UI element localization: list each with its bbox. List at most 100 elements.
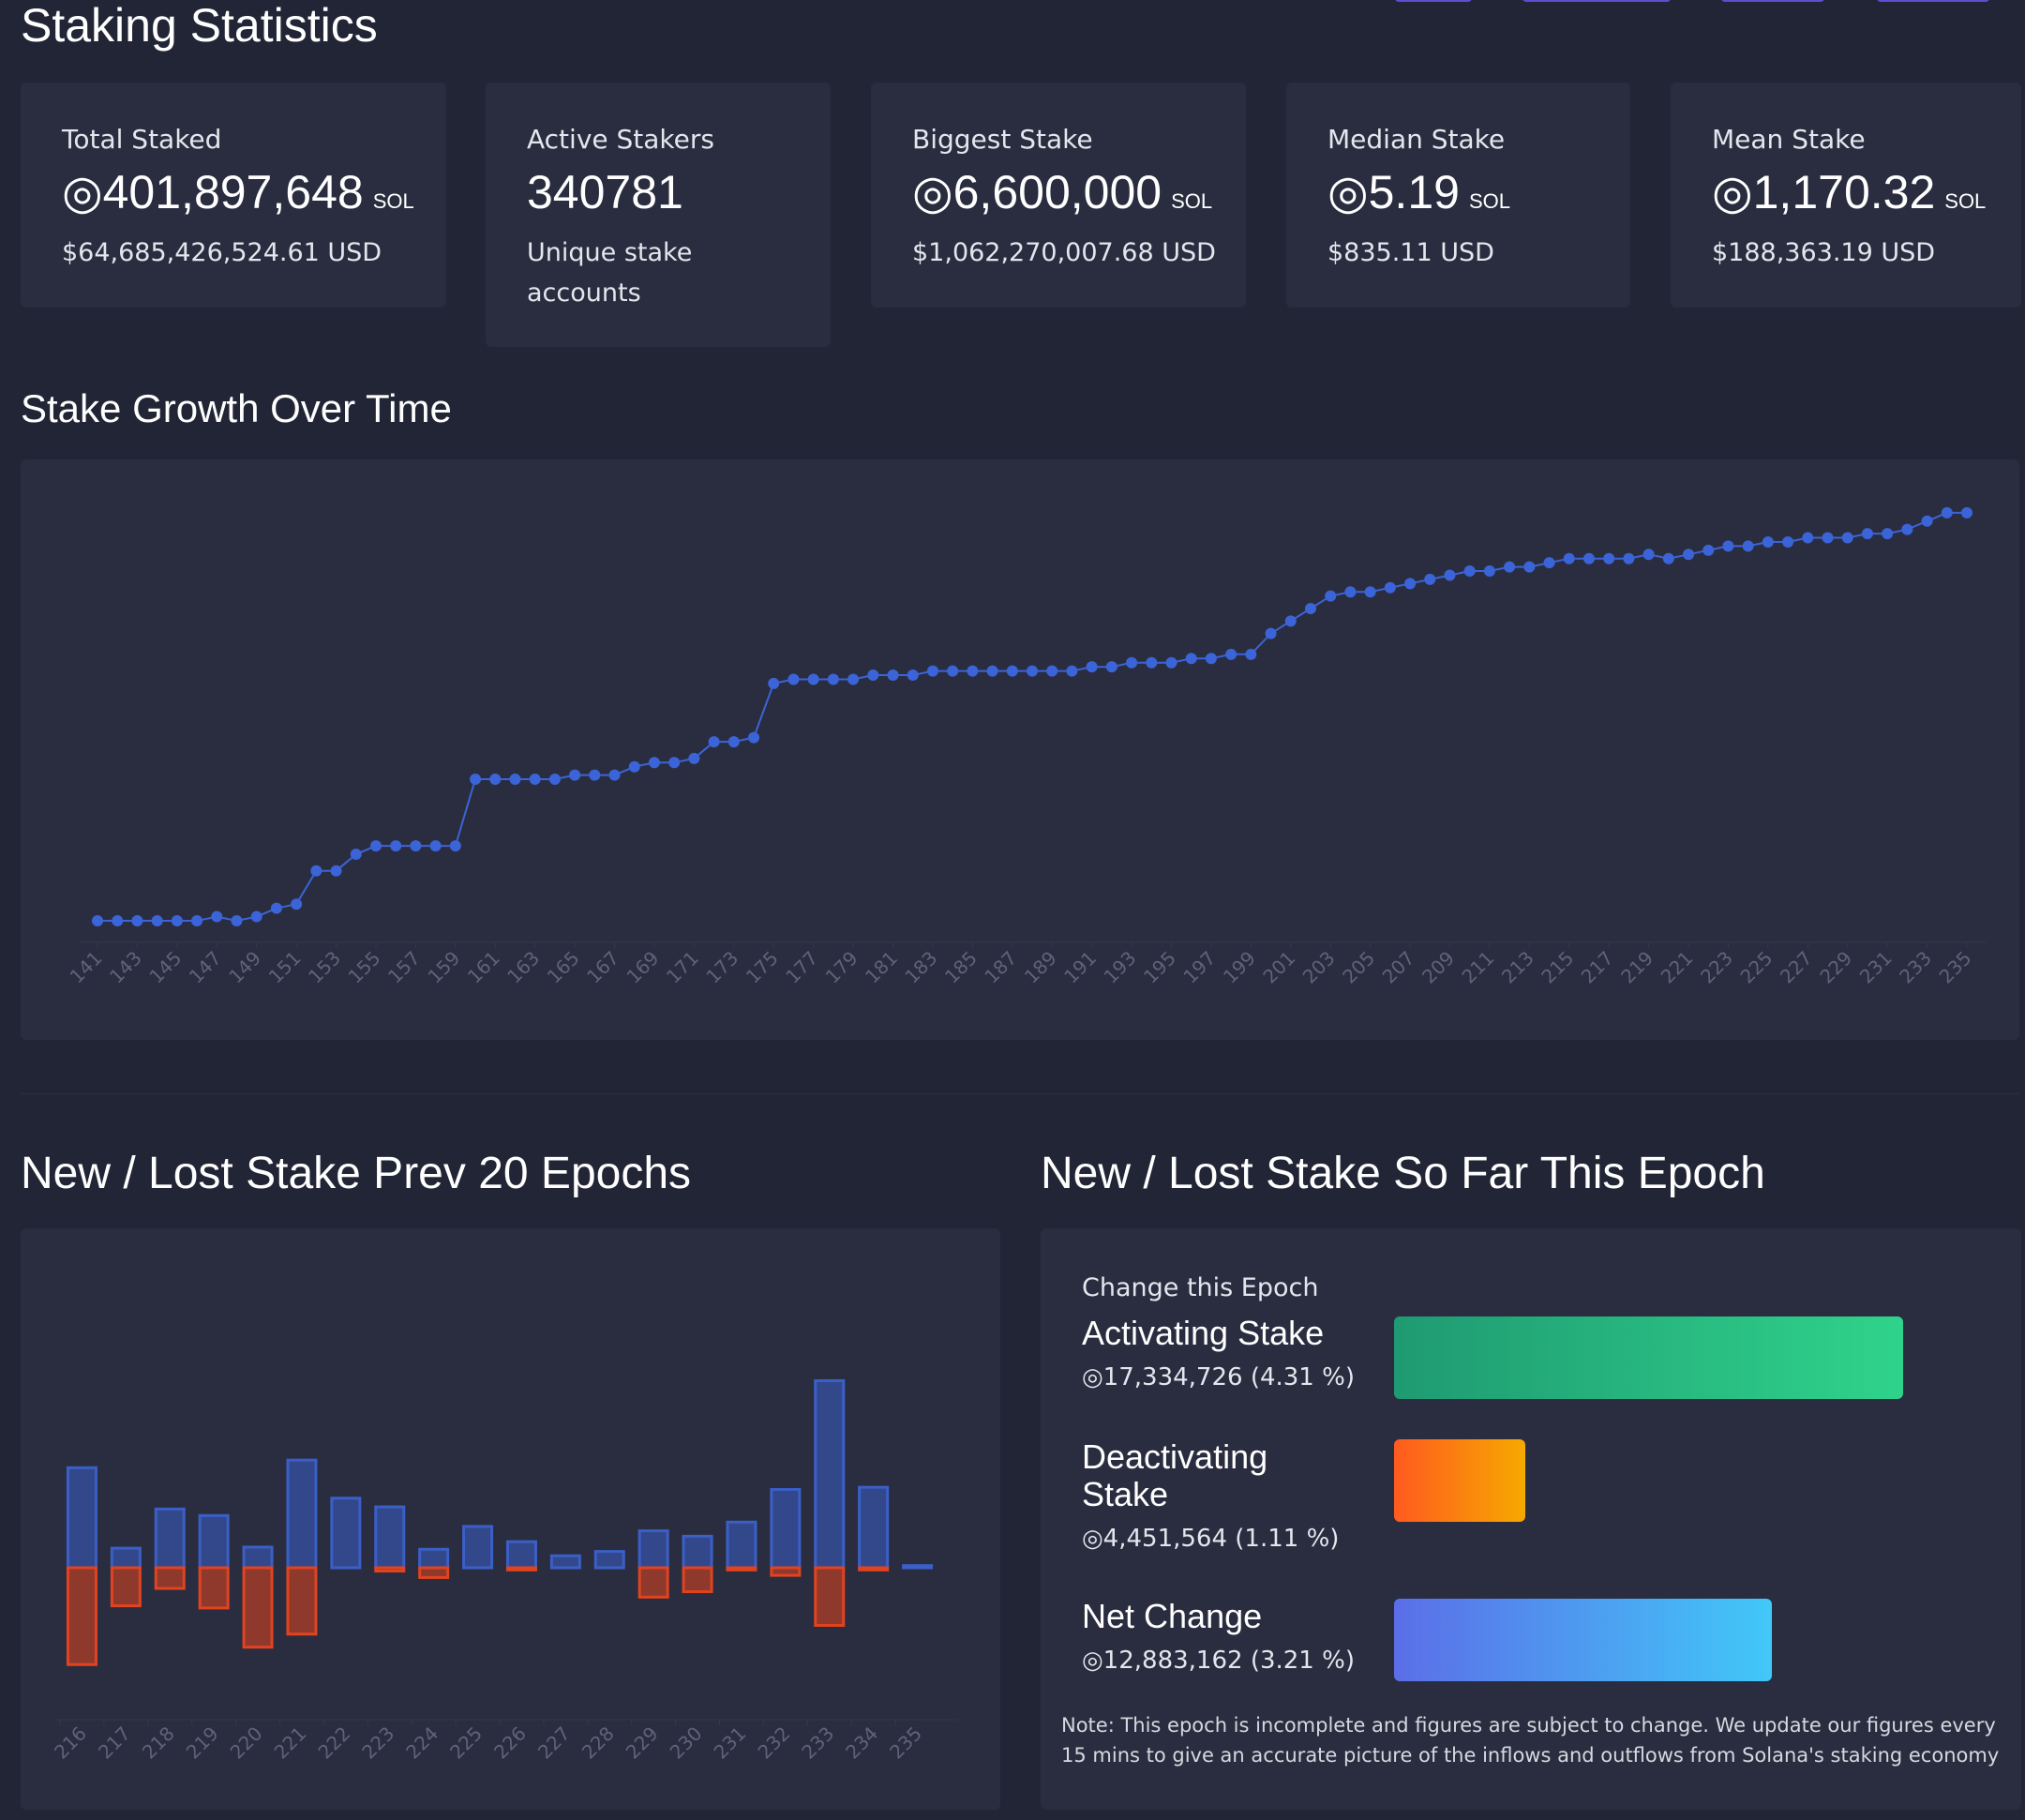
lost-stake-bar bbox=[110, 1566, 142, 1608]
x-tick-label: 141 bbox=[66, 947, 107, 988]
stat-card-biggest-stake: Biggest Stake ◎6,600,000 SOL $1,062,270,0… bbox=[871, 83, 1246, 308]
stat-label: Median Stake bbox=[1328, 124, 1506, 155]
new-stake-bar bbox=[198, 1513, 230, 1570]
data-point bbox=[1444, 569, 1456, 581]
x-tick-label: 219 bbox=[1616, 947, 1658, 988]
data-point bbox=[768, 677, 780, 689]
stat-label: Biggest Stake bbox=[912, 124, 1093, 155]
x-tick-label: 230 bbox=[666, 1722, 707, 1764]
data-point bbox=[1245, 648, 1257, 660]
new-stake-bar bbox=[858, 1485, 890, 1570]
x-tick-label: 147 bbox=[185, 947, 226, 988]
x-tick-label: 218 bbox=[138, 1722, 179, 1764]
net-change-value: ◎12,883,162 (3.21 %) bbox=[1082, 1647, 1355, 1675]
data-point bbox=[728, 736, 740, 748]
x-tick-label: 227 bbox=[533, 1722, 575, 1764]
lost-stake-bar bbox=[682, 1566, 713, 1594]
top-nav-tab-4[interactable] bbox=[1877, 0, 1989, 2]
x-tick-label: 161 bbox=[463, 947, 504, 988]
data-point bbox=[449, 840, 461, 852]
x-tick-label: 232 bbox=[753, 1722, 794, 1764]
new-stake-bar bbox=[814, 1378, 846, 1570]
data-point bbox=[1463, 565, 1476, 578]
lost-stake-bar bbox=[638, 1566, 669, 1599]
data-point bbox=[1742, 540, 1754, 552]
data-point bbox=[1582, 552, 1595, 564]
data-point bbox=[1424, 573, 1436, 585]
data-point bbox=[1265, 627, 1277, 639]
data-point bbox=[1861, 528, 1873, 540]
new-stake-bar bbox=[330, 1497, 362, 1570]
data-point bbox=[1046, 665, 1058, 677]
page-title: Staking Statistics bbox=[21, 0, 378, 52]
data-point bbox=[1027, 665, 1038, 677]
activating-bar bbox=[1394, 1316, 1903, 1399]
x-tick-label: 195 bbox=[1139, 947, 1180, 988]
data-point bbox=[1483, 565, 1495, 578]
data-point bbox=[310, 865, 322, 877]
x-tick-label: 191 bbox=[1059, 947, 1101, 988]
data-point bbox=[1066, 665, 1078, 677]
data-point bbox=[330, 865, 342, 877]
x-tick-label: 233 bbox=[1895, 947, 1936, 988]
lost-stake-bar bbox=[814, 1566, 846, 1627]
lost-stake-bar bbox=[242, 1566, 274, 1649]
x-tick-label: 231 bbox=[710, 1722, 751, 1764]
x-tick-label: 177 bbox=[781, 947, 822, 988]
stat-usd: $188,363.19 USD bbox=[1712, 238, 1936, 267]
data-point bbox=[1822, 532, 1834, 544]
data-point bbox=[270, 902, 282, 914]
x-tick-label: 224 bbox=[401, 1722, 442, 1764]
x-tick-label: 193 bbox=[1100, 947, 1141, 988]
stat-value: ◎1,170.32 SOL bbox=[1712, 166, 1987, 218]
new-stake-bar bbox=[593, 1550, 625, 1570]
lost-stake-bar bbox=[418, 1566, 450, 1579]
data-point bbox=[1205, 653, 1217, 665]
x-tick-label: 155 bbox=[344, 947, 385, 988]
new-stake-bar bbox=[110, 1546, 142, 1570]
x-tick-label: 215 bbox=[1537, 947, 1578, 988]
data-point bbox=[1941, 506, 1953, 519]
x-tick-label: 228 bbox=[578, 1722, 619, 1764]
x-tick-label: 217 bbox=[94, 1722, 135, 1764]
deactivating-value: ◎4,451,564 (1.11 %) bbox=[1082, 1525, 1340, 1553]
stat-value: ◎5.19 SOL bbox=[1328, 166, 1510, 218]
x-tick-label: 153 bbox=[304, 947, 345, 988]
x-tick-label: 169 bbox=[622, 947, 664, 988]
lost-stake-bar bbox=[374, 1566, 406, 1572]
top-nav-tab-1[interactable] bbox=[1395, 0, 1472, 2]
data-point bbox=[509, 774, 521, 786]
new-stake-bar bbox=[154, 1507, 186, 1570]
stat-card-total-staked: Total Staked ◎401,897,648 SOL $64,685,426… bbox=[21, 83, 446, 308]
data-point bbox=[1344, 586, 1357, 598]
data-point bbox=[291, 898, 303, 910]
x-tick-label: 175 bbox=[742, 947, 783, 988]
data-point bbox=[529, 774, 541, 786]
top-nav-tab-2[interactable] bbox=[1522, 0, 1671, 2]
data-point bbox=[191, 915, 203, 926]
data-point bbox=[1642, 549, 1655, 561]
data-point bbox=[489, 774, 502, 786]
x-tick-label: 225 bbox=[445, 1722, 487, 1764]
data-point bbox=[807, 673, 819, 685]
change-label: Change this Epoch bbox=[1082, 1273, 1319, 1302]
data-point bbox=[848, 673, 860, 685]
data-point bbox=[1961, 506, 1972, 519]
x-tick-label: 171 bbox=[662, 947, 703, 988]
new-stake-bar bbox=[374, 1505, 406, 1570]
x-tick-label: 217 bbox=[1577, 947, 1618, 988]
data-point bbox=[231, 915, 243, 926]
data-point bbox=[1882, 528, 1894, 540]
top-nav-tab-3[interactable] bbox=[1721, 0, 1824, 2]
x-tick-label: 229 bbox=[1815, 947, 1856, 988]
x-tick-label: 173 bbox=[701, 947, 742, 988]
data-point bbox=[1126, 656, 1138, 669]
x-tick-label: 233 bbox=[797, 1722, 838, 1764]
lost-stake-bar bbox=[66, 1566, 98, 1666]
x-tick-label: 145 bbox=[144, 947, 186, 988]
x-tick-label: 216 bbox=[50, 1722, 91, 1764]
data-point bbox=[1284, 615, 1297, 627]
data-point bbox=[827, 673, 839, 685]
x-tick-label: 220 bbox=[226, 1722, 267, 1764]
data-point bbox=[947, 665, 959, 677]
